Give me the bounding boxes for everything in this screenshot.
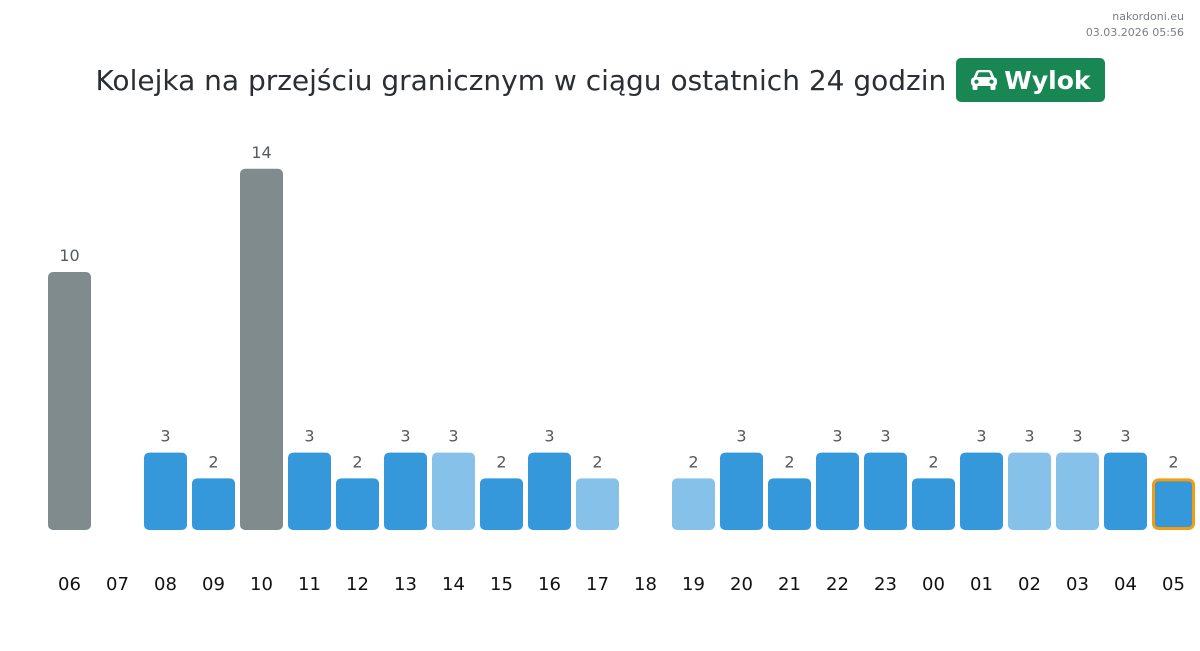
value-label-04: 3 <box>1120 427 1130 446</box>
x-tick-label-01: 01 <box>970 574 993 595</box>
bar-09 <box>192 478 235 530</box>
bar-23 <box>864 452 907 530</box>
bar-01 <box>960 452 1003 530</box>
bar-21 <box>768 478 811 530</box>
value-label-19: 2 <box>688 452 698 471</box>
x-tick-label-19: 19 <box>682 574 705 595</box>
bar-11 <box>288 452 331 530</box>
bar-06 <box>48 272 91 530</box>
header: Kolejka na przejściu granicznym w ciągu … <box>0 58 1200 102</box>
site-domain: nakordoni.eu <box>1112 10 1184 23</box>
x-tick-label-20: 20 <box>730 574 753 595</box>
value-label-10: 14 <box>251 143 271 162</box>
x-tick-label-15: 15 <box>490 574 513 595</box>
x-tick-label-18: 18 <box>634 574 657 595</box>
x-tick-label-03: 03 <box>1066 574 1089 595</box>
value-label-03: 3 <box>1072 427 1082 446</box>
x-tick-label-23: 23 <box>874 574 897 595</box>
value-label-16: 3 <box>544 427 554 446</box>
value-label-01: 3 <box>976 427 986 446</box>
x-tick-label-07: 07 <box>106 574 129 595</box>
car-icon <box>971 70 998 90</box>
crossing-name: Wylok <box>1004 65 1091 95</box>
value-label-12: 2 <box>352 452 362 471</box>
x-tick-label-10: 10 <box>250 574 273 595</box>
value-label-06: 10 <box>59 246 79 265</box>
bar-10 <box>240 168 283 531</box>
value-label-14: 3 <box>448 427 458 446</box>
bar-19 <box>672 478 715 530</box>
timestamp: 03.03.2026 05:56 <box>1085 26 1184 39</box>
x-tick-label-04: 04 <box>1114 574 1137 595</box>
value-label-23: 3 <box>880 427 890 446</box>
x-tick-label-13: 13 <box>394 574 417 595</box>
x-tick-label-09: 09 <box>202 574 225 595</box>
bar-15 <box>480 478 523 530</box>
bar-12 <box>336 478 379 530</box>
value-label-00: 2 <box>928 452 938 471</box>
bar-04 <box>1104 452 1147 530</box>
x-tick-label-08: 08 <box>154 574 177 595</box>
x-tick-label-12: 12 <box>346 574 369 595</box>
value-label-05: 2 <box>1168 452 1178 471</box>
value-label-22: 3 <box>832 427 842 446</box>
bar-08 <box>144 452 187 530</box>
bar-00 <box>912 478 955 530</box>
x-tick-label-14: 14 <box>442 574 465 595</box>
value-label-08: 3 <box>160 427 170 446</box>
x-tick-label-21: 21 <box>778 574 801 595</box>
site-stamp: nakordoni.eu 03.03.2026 05:56 <box>1086 9 1184 41</box>
x-tick-label-17: 17 <box>586 574 609 595</box>
crossing-badge: Wylok <box>956 58 1105 102</box>
bar-03 <box>1056 452 1099 530</box>
value-label-13: 3 <box>400 427 410 446</box>
bar-22 <box>816 452 859 530</box>
value-label-09: 2 <box>208 452 218 471</box>
bar-14 <box>432 452 475 530</box>
x-tick-label-05: 05 <box>1162 574 1185 595</box>
x-tick-label-06: 06 <box>58 574 81 595</box>
x-tick-label-16: 16 <box>538 574 561 595</box>
bar-13 <box>384 452 427 530</box>
bar-02 <box>1008 452 1051 530</box>
value-label-20: 3 <box>736 427 746 446</box>
bar-05 <box>1152 478 1195 530</box>
x-tick-label-22: 22 <box>826 574 849 595</box>
x-tick-label-00: 00 <box>922 574 945 595</box>
bar-17 <box>576 478 619 530</box>
value-label-15: 2 <box>496 452 506 471</box>
value-label-02: 3 <box>1024 427 1034 446</box>
x-tick-label-11: 11 <box>298 574 321 595</box>
value-label-21: 2 <box>784 452 794 471</box>
bar-16 <box>528 452 571 530</box>
page-title: Kolejka na przejściu granicznym w ciągu … <box>95 63 947 97</box>
x-tick-label-02: 02 <box>1018 574 1041 595</box>
value-label-17: 2 <box>592 452 602 471</box>
bar-20 <box>720 452 763 530</box>
value-label-11: 3 <box>304 427 314 446</box>
